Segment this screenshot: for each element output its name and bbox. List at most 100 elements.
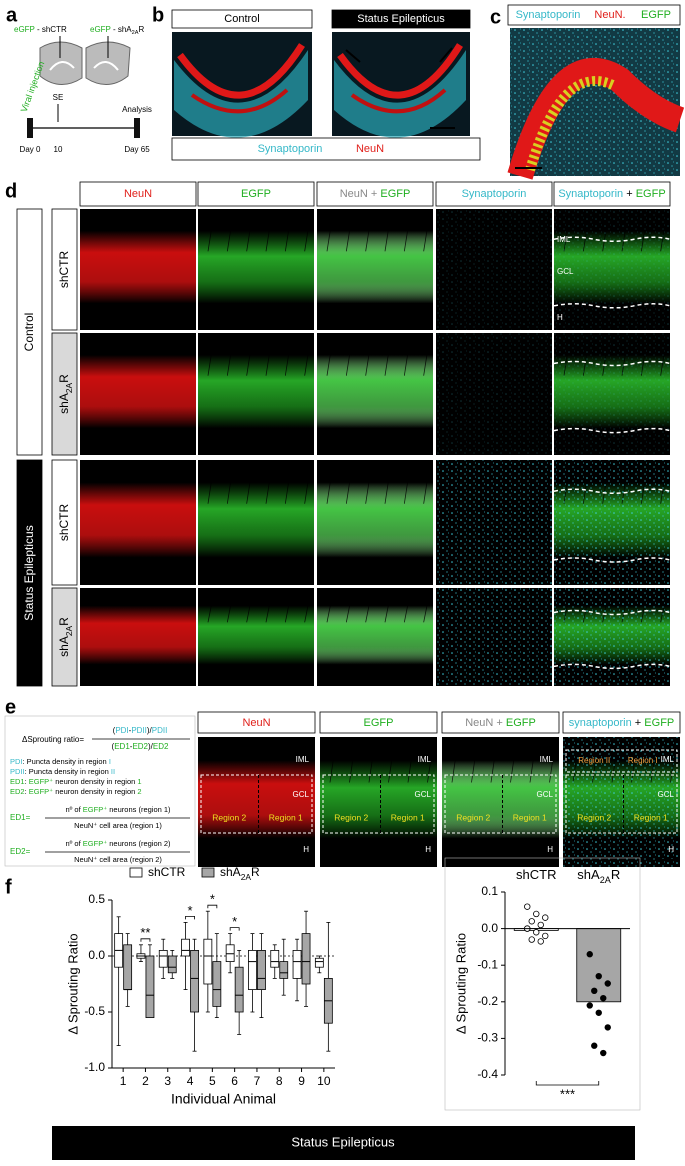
dendrite [403, 591, 411, 623]
region-label: Region II [578, 756, 610, 765]
micrograph-speck [436, 333, 552, 455]
box [257, 950, 266, 991]
box [158, 950, 168, 968]
definition-part: : Puncta density in region [25, 767, 111, 776]
box [234, 966, 244, 1013]
formula-text: NeuN⁺ cell area (region 2) [74, 855, 162, 864]
dendrite [365, 463, 373, 504]
layer-label: H [668, 845, 674, 854]
formula-text-part: ( [112, 742, 115, 751]
footer-label: Status Epilepticus [291, 1134, 395, 1149]
box [314, 957, 324, 968]
column-header: EGFP [241, 188, 271, 200]
formula-text-part: - [129, 726, 132, 735]
analysis-label: Analysis [122, 105, 152, 114]
dendrite [304, 336, 312, 376]
column-header-part: + [493, 717, 506, 729]
significance-bracket [185, 916, 195, 920]
column-header-part: EGFP [644, 717, 674, 729]
label-box [51, 587, 78, 687]
data-point [600, 1049, 607, 1057]
layer-boundary [553, 663, 671, 670]
significance-bracket [535, 1081, 600, 1086]
x-tick-label: 6 [231, 1074, 238, 1088]
dendrite [246, 463, 254, 504]
y-tick-label: -0.5 [84, 1004, 105, 1018]
region-outline [565, 749, 678, 773]
panel-label: f [5, 876, 12, 898]
legend-label: NeuN. [594, 9, 625, 21]
micrograph-layer [198, 230, 314, 304]
label-box [51, 332, 78, 456]
row-label: shA2AR [57, 617, 74, 657]
definition-part: I [109, 757, 111, 766]
dendrite [226, 336, 234, 376]
data-point [533, 910, 540, 918]
dendrite [207, 591, 215, 623]
layer-boundary [553, 303, 671, 309]
legend-label-part: 2A [241, 872, 252, 882]
header: Status Epilepticus [357, 13, 445, 25]
panel-label: d [5, 180, 17, 202]
legend-label: shA2AR [220, 865, 260, 882]
significance-label: ** [140, 925, 150, 940]
formula-text: nº of EGFP⁺ neurons (region 2) [65, 839, 171, 848]
data-point [537, 938, 544, 945]
y-tick-label: -0.3 [477, 1031, 498, 1045]
column-header-part: EGFP [380, 188, 410, 200]
dendrite [384, 463, 392, 504]
day-label: Day 65 [124, 145, 150, 154]
column-header: NeuN [124, 188, 152, 200]
dendrite [345, 336, 353, 376]
definition: PDII: Puncta density in region II [10, 767, 115, 776]
dendrite [365, 212, 373, 252]
region-outline [444, 774, 557, 834]
group-label: Status Epilepticus [22, 525, 36, 620]
row-label-part: 2A [64, 625, 74, 636]
definition-part: : [25, 777, 29, 786]
layer-boundary [553, 557, 671, 563]
brain [39, 41, 83, 85]
row-label: shCTR [57, 251, 71, 289]
micrograph-speck [554, 209, 670, 330]
day-label: 10 [54, 145, 63, 154]
legend-label: shCTR [148, 865, 186, 879]
x-tick-label: 8 [276, 1074, 283, 1088]
micrograph-speck [554, 460, 670, 585]
box [123, 944, 133, 990]
data-point [591, 1042, 598, 1049]
dendrite [529, 740, 537, 783]
definition-part: : Puncta density in region [23, 757, 109, 766]
y-tick-label: 0.5 [88, 892, 105, 906]
dendrite [423, 591, 431, 623]
dendrite [265, 591, 273, 623]
hippocampus [49, 61, 119, 71]
construct-label: eGFP - shCTR [14, 25, 67, 34]
layer-label: IML [661, 755, 675, 764]
region-label: Region 2 [334, 812, 368, 822]
column-header-part: + [632, 717, 645, 729]
x-tick-label: 4 [187, 1074, 194, 1088]
box [181, 938, 190, 957]
data-point [600, 994, 607, 1002]
formula-text: ΔSprouting ratio= [22, 735, 84, 744]
dendrite [246, 591, 254, 623]
formula-text-part: NeuN⁺ cell area (region 1) [74, 821, 162, 830]
column-header-part: EGFP [506, 717, 536, 729]
construct-label-part: eGFP [90, 25, 111, 34]
formula-text: nº of EGFP⁺ neurons (region 1) [65, 805, 171, 814]
category-label-part: shA [577, 867, 600, 882]
y-tick-label: 0.0 [481, 921, 498, 935]
micrograph-layer [198, 354, 314, 429]
dendrite [388, 740, 395, 783]
legend-label: Synaptoporin [516, 9, 581, 21]
formula-text-part: neurons (region 2) [107, 839, 171, 848]
row-label-part: shCTR [57, 504, 71, 542]
significance-label: * [188, 903, 193, 918]
micrograph-layer [80, 354, 196, 429]
definition-part: : [25, 787, 29, 796]
micrograph-red [337, 43, 463, 99]
column-header-part: Synaptoporin [558, 188, 623, 200]
y-axis-title: Δ Sprouting Ratio [65, 933, 80, 1034]
layer-label: H [303, 845, 309, 854]
